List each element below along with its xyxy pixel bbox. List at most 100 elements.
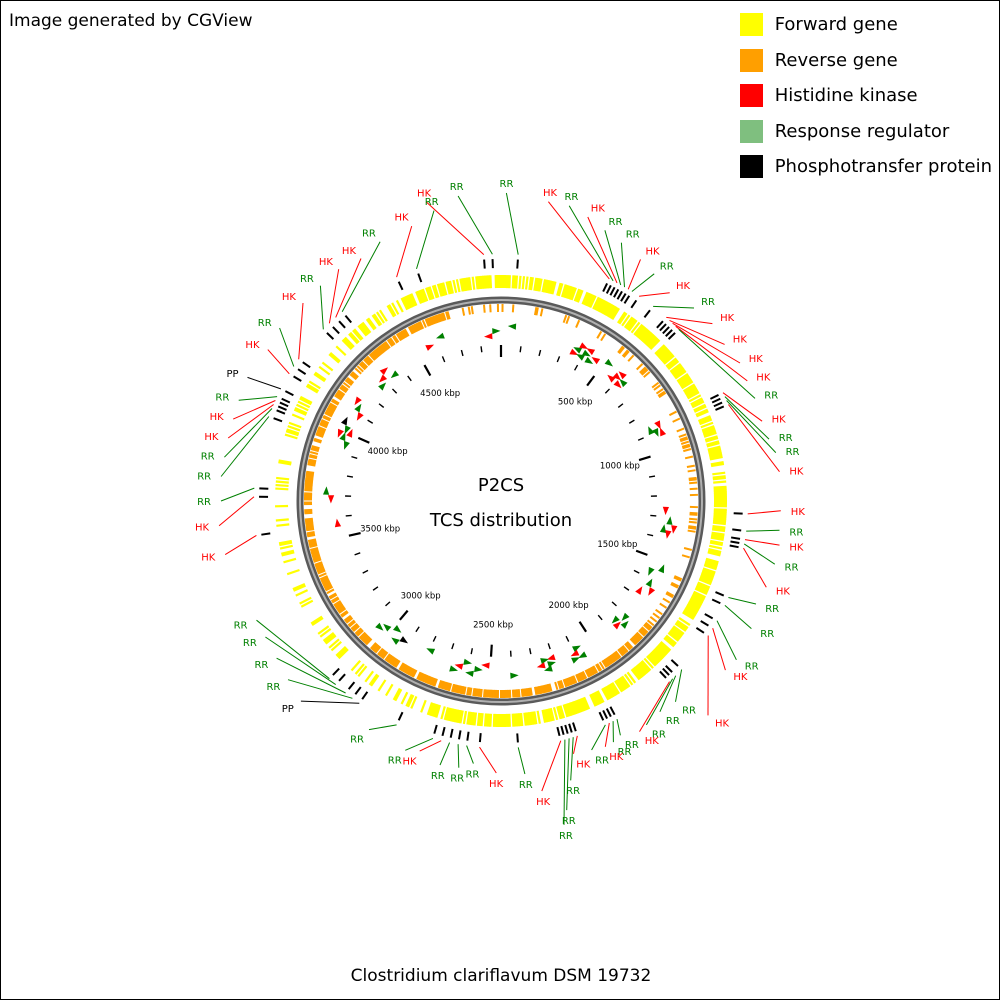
rr-label: RR [682,705,696,716]
forward-gene [682,383,696,393]
tcs-arrow [383,623,392,632]
forward-gene [708,452,723,458]
forward-gene [704,562,718,569]
forward-gene [335,646,347,657]
label-leader-line [265,636,336,686]
forward-gene [625,317,635,330]
forward-gene [635,326,646,338]
forward-gene [712,524,726,529]
reverse-gene [360,633,369,642]
reverse-gene [424,675,430,684]
hk-label: HK [195,523,210,534]
forward-gene [305,385,319,394]
reverse-gene [327,405,336,411]
forward-gene [713,513,727,517]
reverse-gene-track [303,303,698,699]
reverse-gene [349,373,357,381]
minor-scale-tick [354,552,361,556]
histidine-kinase-swatch [739,84,763,108]
reverse-gene [311,554,321,559]
reverse-gene [658,392,667,399]
reverse-gene [321,419,330,425]
forward-gene [489,275,493,289]
forward-gene [690,596,703,605]
reverse-gene [513,689,516,698]
forward-gene [579,698,587,711]
tcs-arrow [648,566,655,576]
reverse-gene [313,558,322,563]
forward-gene [485,275,489,289]
forward-gene [710,539,724,545]
feature-position-tick [709,394,719,400]
forward-gene [700,421,714,429]
reverse-gene [511,304,515,313]
reverse-gene [545,684,550,693]
forward-gene [683,608,697,617]
reverse-gene [598,661,605,670]
reverse-gene [522,688,526,697]
label-leader-line [620,242,625,288]
major-scale-tick [578,621,588,633]
tcs-arrow [327,495,335,504]
tcs-arrow [540,658,549,665]
reverse-gene [308,542,318,547]
reverse-gene [320,420,329,426]
reverse-gene [612,652,619,661]
reverse-gene [585,668,592,677]
feature-position-tick [670,659,679,667]
reverse-gene [680,440,690,445]
reverse-gene [319,421,328,427]
label-leader-line [517,747,526,775]
reverse-gene [403,328,410,337]
forward-gene [660,350,672,361]
reverse-gene [517,689,521,698]
forward-gene [408,293,416,307]
forward-gene [699,418,713,426]
hk-label: HK [282,292,297,303]
forward-gene [689,598,703,607]
forward-gene [713,480,727,484]
label-leader-line [744,539,780,546]
hk-label: HK [789,467,804,478]
forward-gene [392,687,401,701]
feature-position-tick [659,323,667,332]
forward-gene [293,584,306,592]
forward-gene [544,708,550,723]
reverse-gene [633,633,642,642]
feature-position-tick [656,320,664,329]
forward-gene [617,678,626,691]
reverse-gene [401,663,407,672]
forward-gene [661,352,673,363]
rr-label: RR [362,229,376,240]
tcs-arrow [620,620,629,629]
reverse-gene [511,689,515,698]
reverse-gene [305,526,315,530]
reverse-gene [384,341,391,349]
forward-gene [660,641,672,652]
forward-gene [565,285,572,299]
forward-gene [713,485,727,489]
forward-gene [708,448,722,454]
forward-gene [531,711,536,725]
forward-gene [637,663,648,675]
feature-position-tick [620,293,627,302]
outer-feature-ticks [259,259,743,743]
reverse-gene [379,649,386,658]
forward-gene [686,389,699,398]
label-leader-line [232,400,276,420]
reverse-gene [652,612,661,619]
forward-gene [562,284,569,298]
feature-position-tick [281,397,291,404]
major-scale-tick [489,644,493,657]
forward-gene [430,703,437,717]
forward-gene [621,314,631,327]
feature-position-tick [602,283,608,293]
reverse-gene [378,648,385,657]
forward-gene [567,286,574,300]
phosphotransfer-protein-swatch [739,155,763,179]
forward-gene [546,708,552,722]
reverse-gene [577,672,583,681]
forward-gene [572,701,579,715]
forward-gene [618,312,628,325]
tcs-arrow [344,440,350,450]
